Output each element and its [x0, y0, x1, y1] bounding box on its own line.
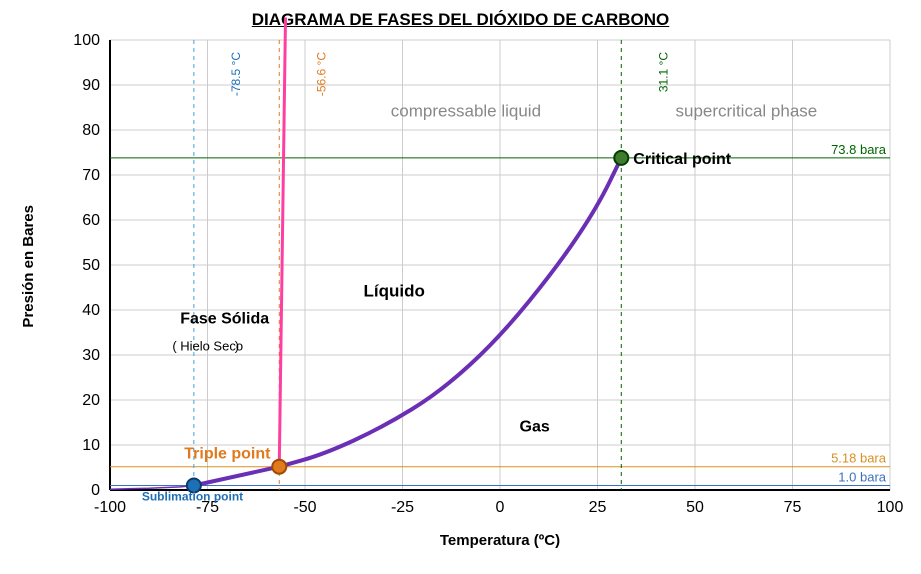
x-axis-label: Temperatura (ºC) — [110, 532, 890, 549]
solid-triple-segment — [194, 467, 279, 486]
triple-point-label: Triple point — [184, 446, 271, 463]
critical-point-label: Critical point — [633, 151, 731, 168]
region-supercritical-label: supercritical phase — [676, 102, 818, 121]
plot-area: -100-75-50-25025507510001020304050607080… — [110, 40, 890, 490]
y-tick-label: 100 — [73, 32, 100, 49]
x-tick-label: 0 — [496, 499, 505, 516]
x-tick-label: -100 — [94, 499, 126, 516]
ref-hline-label: 1.0 bara — [838, 470, 886, 485]
critical-point-marker — [614, 151, 628, 165]
y-axis-label: Presión en Bares — [20, 205, 37, 328]
region-gas-label: Gas — [520, 419, 550, 436]
y-tick-label: 80 — [82, 122, 100, 139]
x-tick-label: -25 — [391, 499, 414, 516]
x-tick-label: 25 — [589, 499, 607, 516]
y-tick-label: 30 — [82, 347, 100, 364]
x-tick-label: 75 — [784, 499, 802, 516]
y-tick-label: 40 — [82, 302, 100, 319]
y-tick-label: 20 — [82, 392, 100, 409]
ref-hline-label: 5.18 bara — [831, 451, 887, 466]
y-tick-label: 50 — [82, 257, 100, 274]
x-tick-label: 50 — [686, 499, 704, 516]
y-tick-label: 0 — [91, 482, 100, 499]
y-tick-label: 70 — [82, 167, 100, 184]
region-solid-label: Fase Sólida — [180, 311, 269, 328]
triple-point-marker — [272, 460, 286, 474]
y-tick-label: 10 — [82, 437, 100, 454]
region-solid-sub2: Hielo Seco — [180, 339, 243, 354]
region-solid-sub3: ) — [235, 339, 239, 354]
y-tick-label: 60 — [82, 212, 100, 229]
ref-vline-label: -56.6 °C — [314, 52, 328, 96]
ref-vline-label: -78.5 °C — [229, 52, 243, 96]
ref-vline-label: 31.1 °C — [656, 52, 670, 92]
region-solid-sub: ( — [172, 339, 177, 354]
sublimation-point-label: Sublimation point — [142, 490, 243, 504]
plot-svg: -100-75-50-25025507510001020304050607080… — [110, 40, 890, 490]
chart-title: DIAGRAMA DE FASES DEL DIÓXIDO DE CARBONO — [0, 0, 921, 30]
ref-hline-label: 73.8 bara — [831, 142, 887, 157]
y-tick-label: 90 — [82, 77, 100, 94]
x-tick-label: -50 — [293, 499, 316, 516]
region-compressable-label: compressable liquid — [391, 102, 541, 121]
region-liquid-label: Líquido — [364, 282, 425, 301]
x-tick-label: 100 — [877, 499, 904, 516]
vapor-liquid-curve — [279, 158, 621, 467]
